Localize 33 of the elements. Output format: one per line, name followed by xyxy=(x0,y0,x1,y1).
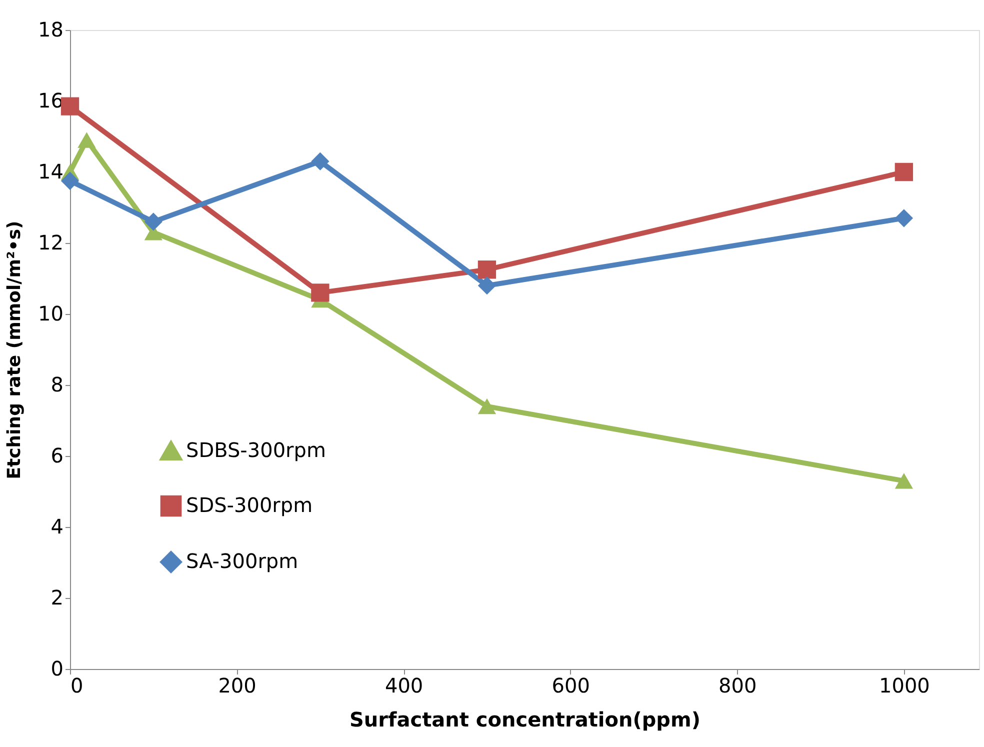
y-tick-label: 4 xyxy=(50,514,64,538)
y-tick-label: 18 xyxy=(38,18,64,42)
y-tick-label: 10 xyxy=(38,302,64,326)
x-tick-label: 1000 xyxy=(878,674,930,698)
point xyxy=(478,276,496,295)
x-tick-label: 400 xyxy=(384,674,424,698)
legend-label: SDBS-300rpm xyxy=(186,438,326,462)
y-tick-label: 16 xyxy=(38,88,64,112)
y-tick-label: 14 xyxy=(38,160,64,184)
legend-label: SA-300rpm xyxy=(186,549,298,573)
point xyxy=(894,472,914,489)
point xyxy=(78,132,96,148)
y-tick-label: 8 xyxy=(50,372,64,396)
y-tick-label: 2 xyxy=(50,586,64,610)
point xyxy=(60,172,80,190)
x-tick-label: 200 xyxy=(218,674,256,698)
legend-label: SDS-300rpm xyxy=(186,493,313,517)
y-tick-label: 6 xyxy=(50,444,64,468)
point xyxy=(311,284,330,302)
y-axis-title: Etching rate (mmol/m²•s) xyxy=(4,220,26,480)
x-tick-label: 800 xyxy=(718,674,757,698)
y-tick-label: 0 xyxy=(50,656,64,680)
x-axis-title: Surfactant concentration(ppm) xyxy=(350,708,700,732)
point xyxy=(144,212,162,231)
point xyxy=(478,398,496,414)
point xyxy=(478,260,496,279)
x-tick-label: 600 xyxy=(552,674,590,698)
point xyxy=(60,97,80,116)
point xyxy=(894,209,914,228)
x-tick-label: 0 xyxy=(70,674,84,698)
point xyxy=(894,162,914,182)
point xyxy=(311,152,330,170)
y-tick-label: 12 xyxy=(38,230,64,254)
